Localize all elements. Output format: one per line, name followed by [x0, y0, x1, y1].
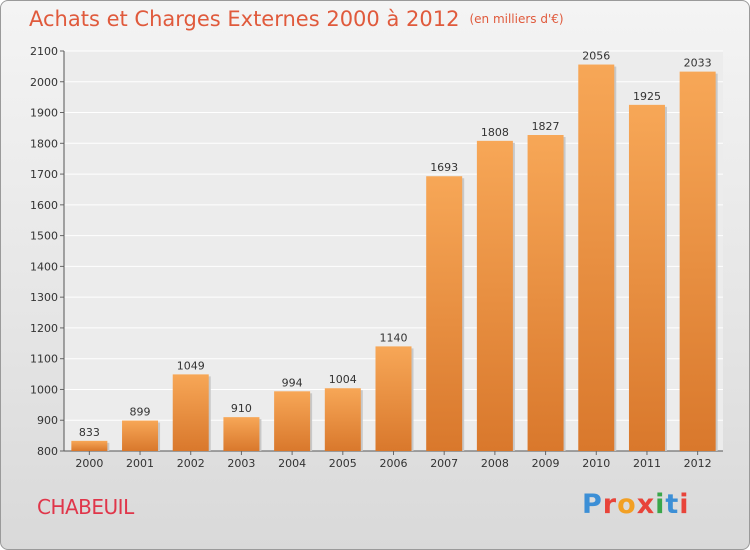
bar-value-label: 1693	[430, 161, 458, 174]
y-tick-label: 1200	[30, 322, 58, 335]
chart-title: Achats et Charges Externes 2000 à 2012 (e…	[29, 7, 564, 31]
y-tick-label: 1900	[30, 107, 58, 120]
y-tick-label: 1100	[30, 353, 58, 366]
logo-letter: t	[665, 489, 680, 520]
x-tick-label: 2003	[227, 457, 255, 470]
bar	[274, 391, 311, 451]
logo-letter: P	[582, 489, 603, 520]
y-tick-label: 2000	[30, 76, 58, 89]
bar	[628, 104, 665, 451]
bar-value-label: 1004	[329, 373, 357, 386]
bar-value-label: 1827	[532, 120, 560, 133]
bar	[324, 388, 361, 451]
x-tick-label: 2007	[430, 457, 458, 470]
proxiti-logo: Proxiti	[582, 489, 690, 520]
x-tick-label: 2009	[532, 457, 560, 470]
bar-value-label: 910	[231, 402, 252, 415]
bar	[172, 374, 209, 451]
y-tick-label: 900	[37, 414, 58, 427]
x-tick-label: 2012	[684, 457, 712, 470]
bar	[223, 417, 260, 451]
bar-value-label: 2056	[582, 50, 610, 63]
logo-letter: i	[679, 489, 690, 520]
city-name: CHABEUIL	[37, 495, 134, 519]
y-tick-label: 1800	[30, 137, 58, 150]
bar	[375, 346, 412, 451]
bar	[578, 64, 615, 452]
x-tick-label: 2004	[278, 457, 306, 470]
x-tick-label: 2000	[75, 457, 103, 470]
logo-letter: i	[655, 489, 666, 520]
x-tick-label: 2005	[329, 457, 357, 470]
x-tick-label: 2011	[633, 457, 661, 470]
logo-letter: r	[602, 489, 618, 520]
y-tick-label: 1400	[30, 260, 58, 273]
bar-value-label: 1049	[177, 359, 205, 372]
bar	[426, 176, 463, 451]
bar	[122, 420, 159, 451]
y-tick-label: 800	[37, 445, 58, 458]
bar	[679, 71, 716, 451]
x-tick-label: 2002	[177, 457, 205, 470]
y-tick-label: 1300	[30, 291, 58, 304]
bar-value-label: 833	[79, 426, 100, 439]
bar-value-label: 1808	[481, 126, 509, 139]
y-tick-label: 1500	[30, 230, 58, 243]
x-tick-label: 2006	[380, 457, 408, 470]
bar-value-label: 899	[130, 406, 151, 419]
y-tick-label: 1700	[30, 168, 58, 181]
x-tick-label: 2008	[481, 457, 509, 470]
chart-title-text: Achats et Charges Externes 2000 à 2012	[29, 7, 460, 31]
x-tick-label: 2001	[126, 457, 154, 470]
bar-value-label: 1140	[380, 331, 408, 344]
logo-letter: x	[636, 489, 656, 520]
bar	[71, 440, 108, 451]
y-tick-label: 1000	[30, 383, 58, 396]
bar-value-label: 2033	[684, 57, 712, 70]
bar-value-label: 994	[282, 376, 303, 389]
bar	[527, 135, 564, 451]
y-tick-label: 1600	[30, 199, 58, 212]
chart-unit: (en milliers d'€)	[469, 12, 564, 26]
bar-value-label: 1925	[633, 90, 661, 103]
logo-letter: o	[617, 489, 637, 520]
x-tick-label: 2010	[582, 457, 610, 470]
bar	[476, 140, 513, 451]
y-tick-label: 2100	[30, 45, 58, 58]
